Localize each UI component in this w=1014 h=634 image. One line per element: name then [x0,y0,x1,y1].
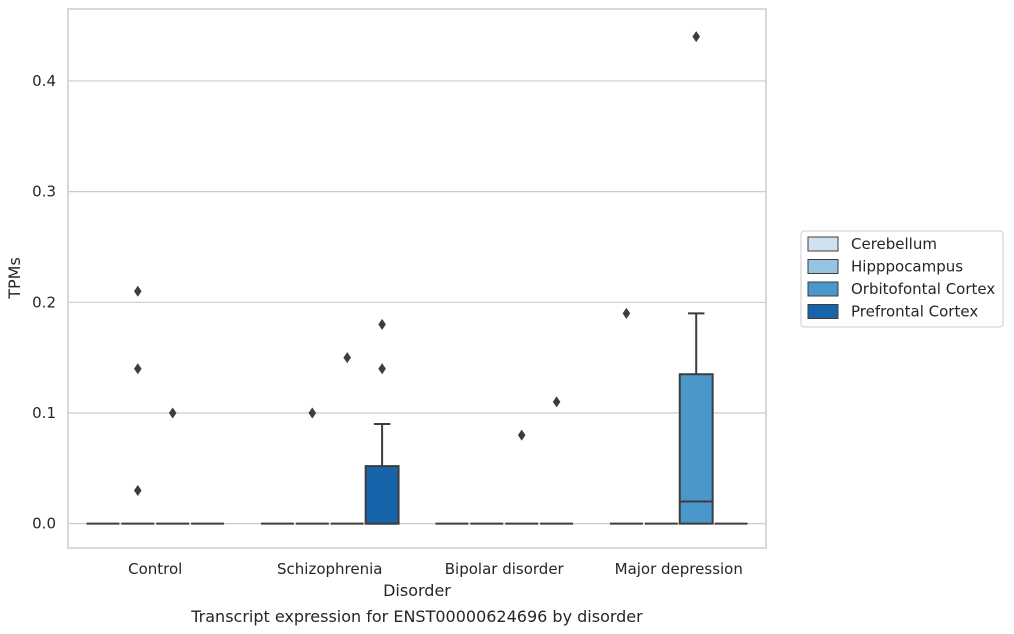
gridlines [68,80,766,525]
outlier-point [378,318,386,330]
outlier-point [622,307,631,319]
legend-swatch [807,281,839,297]
outlier-point [134,285,142,297]
legend-label: Hipppocampus [851,258,963,276]
y-tick-label: 0.0 [32,515,56,533]
outlier-point [134,484,142,496]
outlier-point [343,352,351,364]
legend-swatch [807,304,839,319]
legend-frame [800,230,1004,328]
box-group [121,285,155,525]
x-tick-label: Control [128,560,182,578]
box-group [330,352,364,525]
legend: Cerebellum Hipppocampus Orbitofontal Corte… [800,230,1004,328]
y-axis-title: TPMs [5,257,24,300]
outlier-point [134,363,142,375]
box-group [505,429,539,525]
box-group [295,407,329,525]
outlier-point [308,407,317,419]
plot-frame [67,8,767,549]
x-tick-label: Major depression [615,560,743,578]
y-tick-label: 0.2 [32,293,56,311]
legend-label: Orbitofontal Cortex [851,280,995,298]
box-group [678,31,714,525]
outlier-point [517,429,526,441]
outlier-point [168,407,177,419]
box-plots [86,31,748,525]
box-group [364,318,400,525]
x-tick-label: Schizophrenia [277,560,382,578]
figure-caption: Transcript expression for ENST0000062469… [190,607,643,626]
box-group [609,307,643,525]
x-tick-label: Bipolar disorder [445,560,565,578]
outlier-point [552,396,561,408]
box-group [156,407,190,525]
y-tick-label: 0.4 [32,72,56,90]
box [364,465,400,525]
legend-label: Cerebellum [851,235,937,253]
box-group [540,396,574,525]
outlier-point [378,363,386,375]
legend-label: Prefrontal Cortex [851,303,978,321]
x-axis-title: Disorder [383,581,451,600]
outlier-point [692,31,700,43]
y-tick-label: 0.1 [32,404,56,422]
x-axis-ticks: Control Schizophrenia Bipolar disorder Majo… [128,560,743,578]
legend-swatch [807,236,839,252]
y-tick-label: 0.3 [32,183,56,201]
box [678,373,714,525]
y-axis-ticks: 0.0 0.1 0.2 0.3 0.4 [32,72,56,533]
legend-swatch [807,259,839,274]
